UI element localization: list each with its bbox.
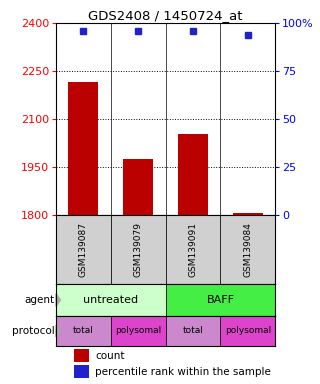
Bar bbox=[68, 82, 99, 215]
Polygon shape bbox=[56, 294, 60, 306]
Text: total: total bbox=[183, 326, 204, 336]
Text: polysomal: polysomal bbox=[225, 326, 271, 336]
Bar bbox=[56, 215, 111, 284]
Bar bbox=[233, 213, 263, 215]
Text: GSM139091: GSM139091 bbox=[188, 222, 197, 277]
Bar bbox=[166, 284, 275, 316]
Bar bbox=[74, 366, 89, 379]
Bar bbox=[220, 316, 275, 346]
Polygon shape bbox=[56, 325, 60, 337]
Text: untreated: untreated bbox=[83, 295, 138, 305]
Bar bbox=[56, 284, 166, 316]
Text: total: total bbox=[73, 326, 94, 336]
Text: count: count bbox=[95, 351, 125, 361]
Bar bbox=[220, 215, 275, 284]
Bar bbox=[123, 159, 153, 215]
Bar bbox=[166, 215, 220, 284]
Text: GSM139079: GSM139079 bbox=[134, 222, 143, 277]
Text: polysomal: polysomal bbox=[115, 326, 161, 336]
Bar bbox=[56, 316, 111, 346]
Text: GSM139087: GSM139087 bbox=[79, 222, 88, 277]
Bar bbox=[111, 215, 166, 284]
Bar bbox=[178, 134, 208, 215]
Bar bbox=[111, 316, 166, 346]
Text: agent: agent bbox=[25, 295, 55, 305]
Bar bbox=[74, 349, 89, 362]
Text: protocol: protocol bbox=[12, 326, 55, 336]
Text: GSM139084: GSM139084 bbox=[243, 222, 252, 277]
Bar bbox=[166, 316, 220, 346]
Text: percentile rank within the sample: percentile rank within the sample bbox=[95, 367, 271, 377]
Title: GDS2408 / 1450724_at: GDS2408 / 1450724_at bbox=[88, 9, 243, 22]
Text: BAFF: BAFF bbox=[206, 295, 235, 305]
